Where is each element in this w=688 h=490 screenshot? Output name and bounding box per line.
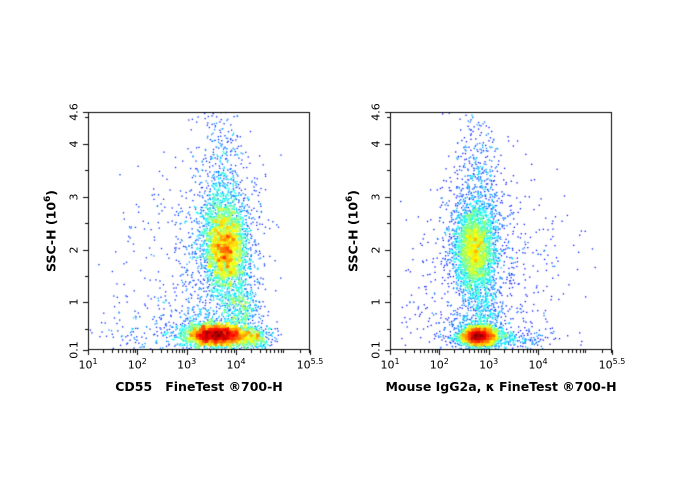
x-tick-label: 104 (226, 357, 246, 372)
y-axis-title-exponent: 6 (345, 195, 356, 202)
x-tick-label: 103 (177, 357, 197, 372)
y-axis-title-suffix: ) (345, 190, 361, 196)
x-axis-title: Mouse IgG2a, κ FineTest ®700-H (385, 379, 617, 394)
y-tick-label: 4 (369, 140, 383, 148)
scatter-plot-canvas-cd55 (78, 102, 320, 360)
x-tick-label: 103 (479, 357, 499, 372)
y-axis-title-text: SSC-H (10 (345, 201, 361, 272)
x-tick-label: 101 (380, 357, 400, 372)
x-tick-label: 102 (127, 357, 147, 372)
y-tick-label: 4.6 (369, 103, 383, 121)
y-tick-label: 2 (369, 246, 383, 253)
x-axis-title: CD55 FineTest ®700-H (115, 379, 283, 394)
x-tick-label: 102 (429, 357, 449, 372)
x-tick-label: 105.5 (296, 357, 324, 372)
y-tick-label: 3 (369, 193, 383, 201)
x-tick-label: 105.5 (598, 357, 626, 372)
y-tick-label: 1 (369, 298, 383, 306)
x-tick-label: 101 (78, 357, 98, 372)
x-tick-label: 104 (528, 357, 548, 372)
scatter-plot-canvas-isotype (380, 102, 622, 360)
y-axis-title: SSC-H (106) (345, 190, 361, 272)
y-tick-label: 0.1 (369, 341, 383, 359)
